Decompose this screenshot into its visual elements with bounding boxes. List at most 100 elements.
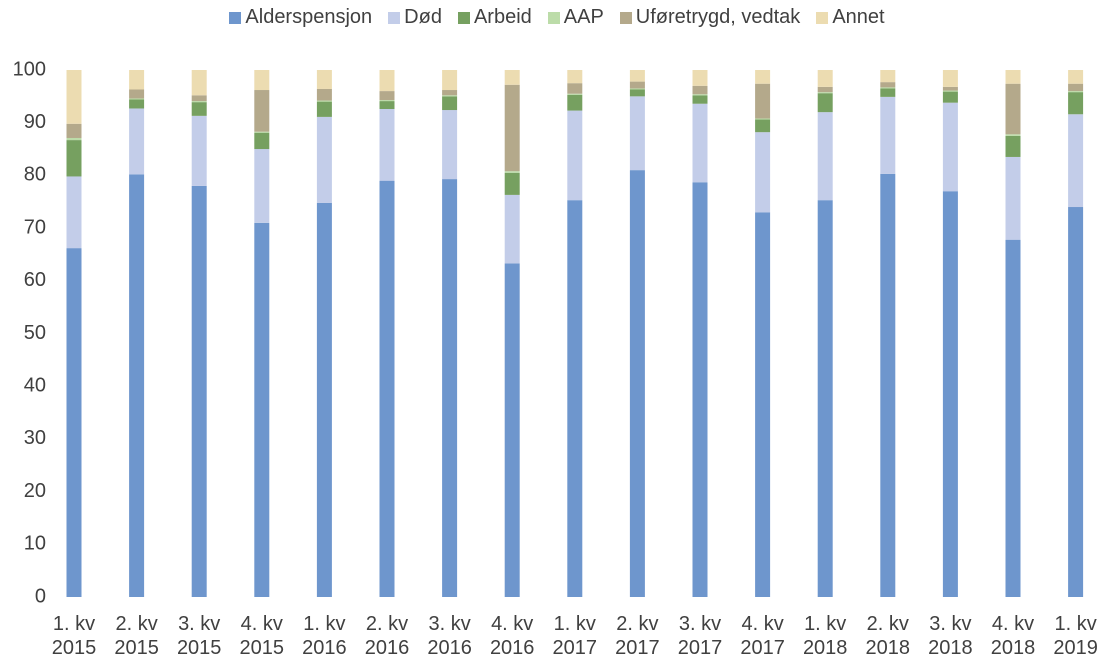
- y-tick-label: 40: [24, 374, 46, 396]
- legend-label: Annet: [832, 6, 885, 28]
- y-tick-label: 30: [24, 427, 46, 449]
- bar-segment: [442, 95, 458, 97]
- bar-segment: [66, 140, 82, 177]
- bar-segment: [880, 96, 896, 174]
- bar-segment: [379, 108, 395, 181]
- bar-segment: [1068, 83, 1084, 92]
- bar-segment: [880, 82, 896, 88]
- x-tick-label: 1. kv 2016: [302, 613, 347, 659]
- bar-segment: [942, 91, 958, 103]
- bar-segment: [880, 70, 896, 83]
- bar-segment: [942, 90, 958, 92]
- bar-segment: [1068, 91, 1084, 93]
- bar-segment: [755, 119, 771, 133]
- y-tick-label: 80: [24, 164, 46, 186]
- bar-segment: [942, 102, 958, 192]
- bar-segment: [817, 93, 833, 113]
- legend-label: Arbeid: [473, 6, 532, 28]
- bar-segment: [1005, 239, 1021, 597]
- bar-segment: [692, 94, 708, 96]
- bar-segment: [191, 185, 207, 597]
- x-tick-label: 3. kv 2017: [677, 613, 723, 659]
- bar-segment: [692, 95, 708, 104]
- bar-segment: [254, 90, 270, 132]
- bar-segment: [692, 85, 708, 95]
- bar-segment: [66, 176, 82, 249]
- bar-segment: [191, 115, 207, 186]
- bar-segment: [1005, 156, 1021, 240]
- x-tick-label: 1. kv 2018: [802, 613, 848, 659]
- bar-segment: [817, 92, 833, 94]
- bar-segment: [629, 96, 645, 171]
- bar-segment: [1068, 92, 1084, 115]
- bar-segment: [504, 171, 520, 173]
- bar-segment: [191, 102, 207, 116]
- bar-segment: [316, 88, 332, 101]
- bar-segment: [567, 200, 583, 597]
- bar-segment: [129, 99, 145, 109]
- x-tick-label: 4. kv 2015: [239, 613, 285, 659]
- legend-swatch: [619, 11, 632, 24]
- bar-segment: [629, 89, 645, 97]
- bar-segment: [567, 83, 583, 94]
- x-tick-label: 1. kv 2015: [51, 613, 97, 659]
- x-tick-label: 4. kv 2018: [990, 613, 1036, 659]
- y-tick-label: 70: [24, 216, 46, 238]
- x-tick-label: 3. kv 2016: [427, 613, 472, 659]
- bar-segment: [1005, 70, 1021, 84]
- x-tick-label: 3. kv 2018: [928, 613, 973, 659]
- x-tick-label: 2. kv 2018: [865, 613, 911, 659]
- legend-swatch: [457, 11, 470, 24]
- bar-segment: [504, 84, 520, 172]
- bar-segment: [1068, 70, 1084, 84]
- bar-segment: [1005, 135, 1021, 157]
- bar-segment: [66, 248, 82, 597]
- bar-segment: [442, 70, 458, 91]
- bar-segment: [629, 81, 645, 89]
- bar-segment: [567, 110, 583, 201]
- legend-item: Arbeid: [457, 6, 532, 29]
- bar-segment: [316, 202, 332, 597]
- y-tick-label: 0: [35, 585, 46, 607]
- legend-label: Død: [404, 6, 442, 28]
- bar-segment: [504, 263, 520, 597]
- x-tick-label: 2. kv 2016: [364, 613, 410, 659]
- bar-segment: [129, 174, 145, 597]
- bar-segment: [254, 132, 270, 150]
- bar-segment: [817, 86, 833, 93]
- bar-segment: [692, 182, 708, 597]
- bar-segment: [191, 101, 207, 103]
- bar-segment: [629, 70, 645, 82]
- bar-segment: [254, 222, 270, 597]
- bar-segment: [880, 173, 896, 597]
- bar-segment: [755, 70, 771, 84]
- x-tick-label: 4. kv 2017: [740, 613, 785, 659]
- bar-segment: [379, 100, 395, 102]
- legend-item: Uføretrygd, vedtak: [619, 6, 800, 29]
- bar-segment: [316, 70, 332, 89]
- bar-segment: [66, 123, 82, 138]
- bar-segment: [191, 95, 207, 102]
- bar-segment: [442, 96, 458, 111]
- legend-item: Annet: [816, 6, 885, 29]
- bar-segment: [379, 91, 395, 101]
- legend-swatch: [547, 11, 560, 24]
- bar-segment: [129, 89, 145, 99]
- legend-item: AAP: [547, 6, 604, 29]
- bar-segment: [567, 94, 583, 111]
- bar-segment: [129, 70, 145, 90]
- legend-item: Død: [388, 6, 442, 29]
- bar-segment: [316, 100, 332, 102]
- bar-segment: [442, 90, 458, 96]
- bar-segment: [254, 131, 270, 133]
- bar-segment: [942, 70, 958, 87]
- bar-segment: [567, 70, 583, 84]
- bar-segment: [1005, 83, 1021, 135]
- bar-segment: [880, 87, 896, 89]
- legend-swatch: [816, 11, 829, 24]
- bar-segment: [191, 70, 207, 96]
- bar-segment: [129, 98, 145, 100]
- bar-segment: [254, 149, 270, 223]
- bar-segment: [379, 101, 395, 109]
